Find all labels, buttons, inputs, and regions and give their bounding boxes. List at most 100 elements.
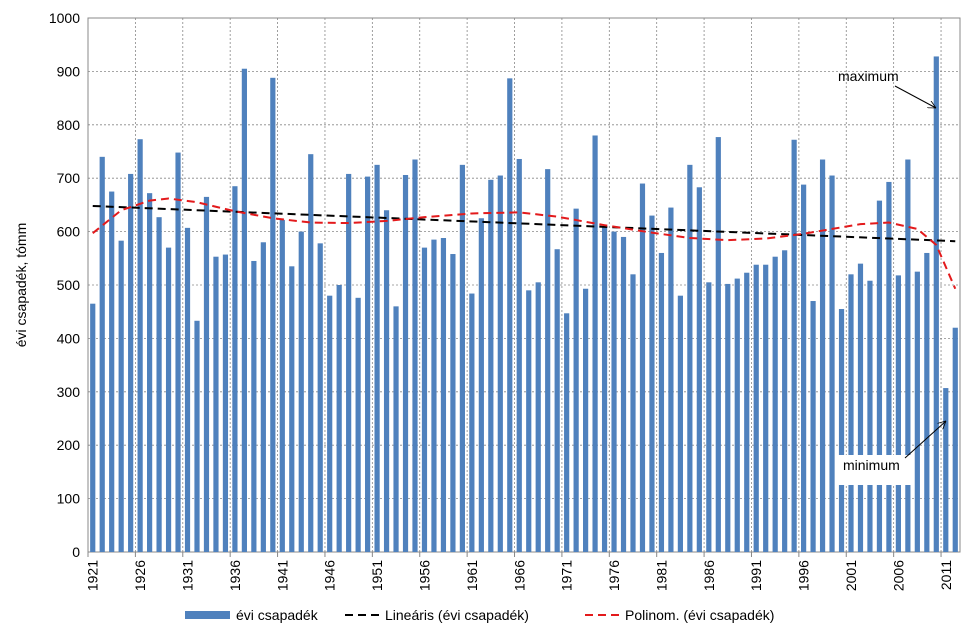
x-tick-label: 2006 xyxy=(890,560,906,591)
trend-line xyxy=(92,197,957,290)
bar xyxy=(147,193,153,553)
bar xyxy=(639,183,646,553)
bar xyxy=(232,186,238,552)
bar xyxy=(914,271,920,552)
bar xyxy=(279,219,285,553)
bar xyxy=(886,181,892,553)
bar xyxy=(109,191,115,553)
bar xyxy=(412,159,418,552)
bar xyxy=(924,252,930,552)
bar xyxy=(952,327,958,552)
bar xyxy=(583,288,589,552)
x-tick-label: 1926 xyxy=(132,560,148,591)
x-tick-label: 1986 xyxy=(701,560,717,591)
bar xyxy=(876,200,883,553)
bar xyxy=(336,285,342,552)
annotation-arrow xyxy=(904,421,946,459)
x-tick-label: 1981 xyxy=(653,560,669,591)
bar xyxy=(156,217,162,552)
x-tick-label: 1976 xyxy=(606,560,622,591)
bar xyxy=(801,184,807,552)
bar xyxy=(545,169,551,552)
bar xyxy=(573,208,579,552)
bar xyxy=(526,290,532,552)
x-tick-label: 1961 xyxy=(464,560,480,591)
bar xyxy=(213,256,219,552)
x-tick-label: 1996 xyxy=(796,560,812,591)
bar xyxy=(677,295,683,552)
y-tick-label: 0 xyxy=(72,544,80,560)
bar xyxy=(838,309,845,552)
bar xyxy=(857,263,864,552)
y-tick-label: 1000 xyxy=(49,10,80,26)
bar xyxy=(744,272,750,552)
bar xyxy=(327,295,333,552)
bar xyxy=(649,215,655,552)
bar xyxy=(715,137,721,552)
bar xyxy=(895,275,901,552)
bar xyxy=(668,207,674,552)
bar xyxy=(592,135,598,553)
y-tick-label: 600 xyxy=(57,224,81,240)
bar xyxy=(402,174,409,552)
bar xyxy=(175,152,181,552)
legend-label: Lineáris (évi csapadék) xyxy=(385,607,529,623)
bar xyxy=(298,231,304,552)
x-tick-label: 1936 xyxy=(227,560,243,591)
y-tick-label: 200 xyxy=(57,437,81,453)
annotation-arrow xyxy=(894,85,936,109)
y-tick-label: 500 xyxy=(57,277,81,293)
y-tick-label: 700 xyxy=(57,170,81,186)
x-tick-label: 1991 xyxy=(748,560,764,591)
bar xyxy=(829,175,835,552)
bar xyxy=(772,256,778,552)
bar xyxy=(867,280,873,552)
x-tick-label: 1931 xyxy=(180,560,196,591)
y-tick-label: 800 xyxy=(57,117,81,133)
x-tick-label: 1951 xyxy=(369,560,385,591)
bar xyxy=(203,196,210,552)
bar xyxy=(554,249,560,553)
bar xyxy=(317,243,323,552)
bar xyxy=(734,278,740,552)
bar xyxy=(535,282,541,552)
bar xyxy=(431,239,437,553)
annotation: maximum xyxy=(838,68,899,84)
x-tick-label: 1971 xyxy=(559,560,575,591)
bar xyxy=(251,260,257,552)
bar xyxy=(611,231,617,552)
bar xyxy=(943,388,949,552)
bar xyxy=(933,56,939,552)
bar xyxy=(137,139,143,552)
bar xyxy=(478,218,484,552)
bar xyxy=(630,274,636,552)
bar xyxy=(725,283,731,552)
bar xyxy=(810,301,816,552)
bar xyxy=(118,240,124,553)
bar xyxy=(488,179,494,552)
bar xyxy=(497,175,503,552)
bar xyxy=(346,173,352,553)
y-tick-label: 100 xyxy=(57,491,81,507)
bar xyxy=(658,252,665,552)
bar xyxy=(289,266,295,552)
bar xyxy=(782,250,788,553)
bar xyxy=(459,164,465,552)
bar xyxy=(450,254,456,552)
bar xyxy=(791,139,797,552)
bar xyxy=(194,320,200,552)
y-axis-label: évi csapadék, tómm xyxy=(13,223,29,348)
bar xyxy=(763,264,769,552)
annotation-box xyxy=(838,455,912,485)
bar xyxy=(355,297,361,552)
bar xyxy=(184,227,191,552)
x-tick-label: 1946 xyxy=(322,560,338,591)
bar xyxy=(753,264,759,552)
bar xyxy=(469,293,475,552)
legend-swatch xyxy=(185,611,230,619)
bar xyxy=(99,156,105,552)
bar xyxy=(260,242,266,552)
bar xyxy=(241,68,247,552)
bar xyxy=(687,164,693,552)
